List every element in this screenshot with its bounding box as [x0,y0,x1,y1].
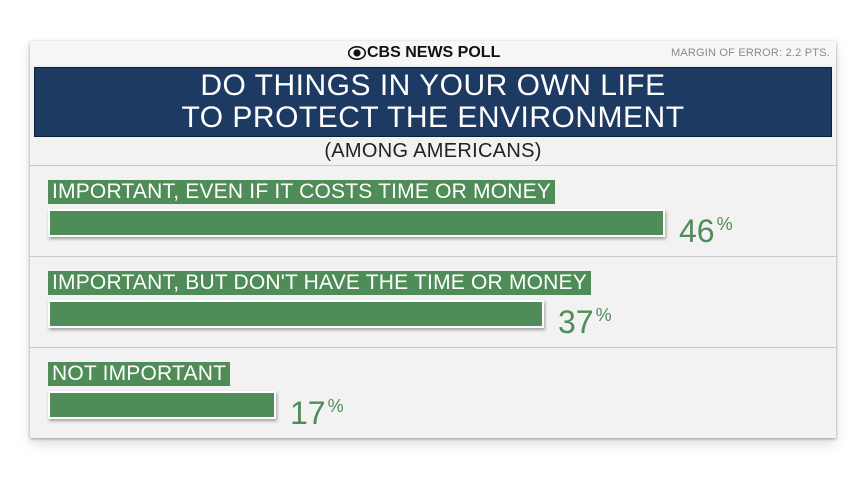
margin-of-error: MARGIN OF ERROR: 2.2 PTS. [670,47,830,59]
bar [48,391,276,419]
value-number: 37 [558,304,594,340]
value-number: 17 [290,395,326,431]
title-banner: DO THINGS IN YOUR OWN LIFE TO PROTECT TH… [34,67,832,137]
bar [48,209,665,237]
subtitle: (AMONG AMERICANS) [324,140,542,162]
top-strip: CBS NEWS POLL MARGIN OF ERROR: 2.2 PTS. [30,41,836,65]
bar [48,300,544,328]
value-unit: % [327,396,344,416]
divider [30,256,836,257]
title-line-1: DO THINGS IN YOUR OWN LIFE [200,69,666,102]
divider [30,165,836,166]
value-unit: % [595,305,612,325]
value-unit: % [716,214,733,234]
category-label: IMPORTANT, BUT DON'T HAVE THE TIME OR MO… [48,271,591,295]
category-label: IMPORTANT, EVEN IF IT COSTS TIME OR MONE… [48,180,556,204]
poll-card: CBS NEWS POLL MARGIN OF ERROR: 2.2 PTS. … [30,41,836,438]
value-label: 37% [558,299,612,338]
cbs-eye-icon [348,46,366,60]
value-label: 17% [290,390,344,429]
cbs-news-logo: CBS NEWS POLL [348,44,500,62]
brand-name: CBS NEWS POLL [367,44,501,61]
title-line-2: TO PROTECT THE ENVIRONMENT [181,101,685,134]
value-label: 46% [679,208,733,247]
value-number: 46 [679,213,715,249]
category-label: NOT IMPORTANT [48,362,231,386]
divider [30,347,836,348]
